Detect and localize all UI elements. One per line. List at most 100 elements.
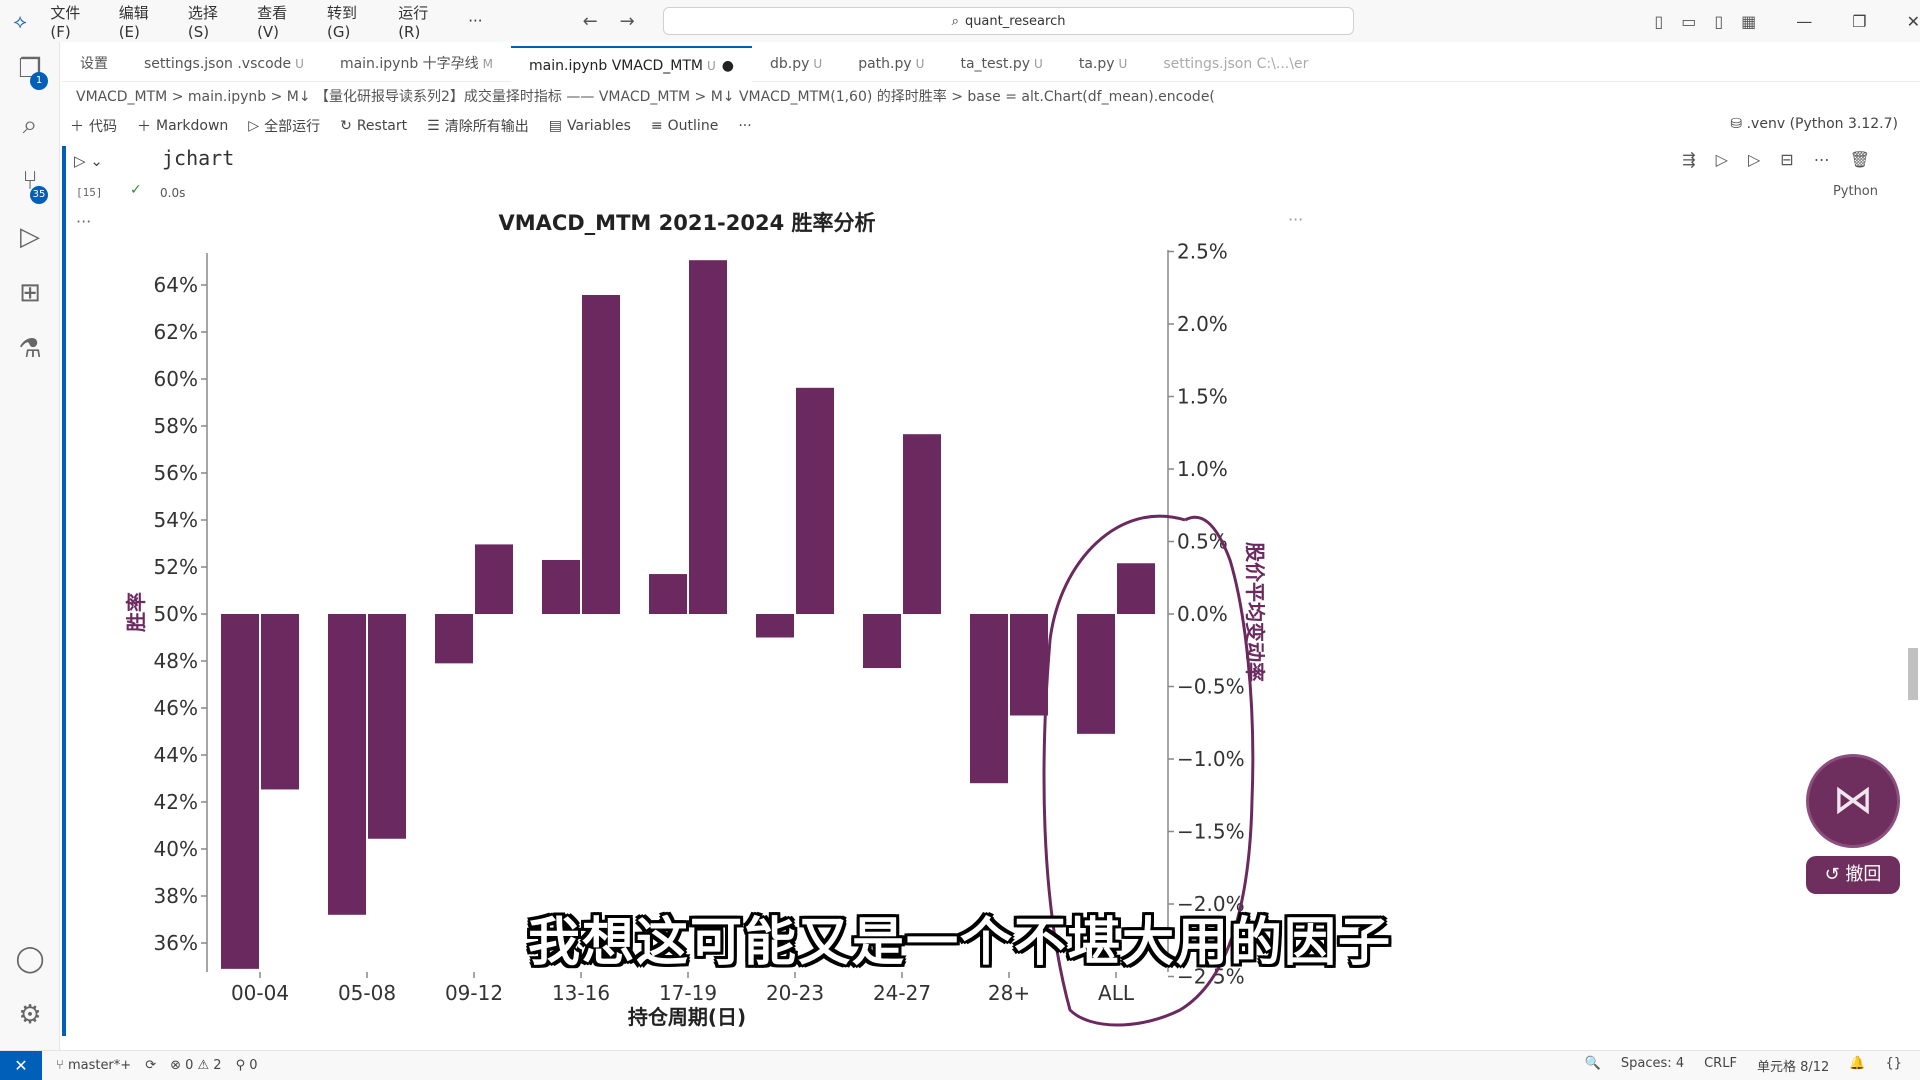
minimize-icon[interactable]: —: [1796, 11, 1813, 31]
breadcrumb[interactable]: VMACD_MTM > main.ipynb > M↓ 【量化研报导读系列2】成…: [76, 89, 1215, 105]
execute-above-icon[interactable]: ▷: [1715, 150, 1728, 169]
restore-icon[interactable]: ❐: [1852, 11, 1867, 31]
execute-below-icon[interactable]: ▷: [1747, 150, 1761, 169]
tab-label: path.py: [858, 55, 912, 72]
notifications-bell-icon[interactable]: 🔔: [1849, 1056, 1866, 1071]
sync-icon[interactable]: ⟳: [145, 1058, 157, 1073]
undo-button[interactable]: ↺ 撤回: [1806, 856, 1900, 894]
cell-more-icon[interactable]: ⋯: [1813, 150, 1830, 169]
tab-status: U: [1118, 56, 1128, 71]
menu-edit[interactable]: 编辑(E): [118, 3, 149, 41]
variables-button[interactable]: ▤ Variables: [549, 118, 631, 134]
cell-language[interactable]: Python: [1832, 184, 1878, 199]
account-icon[interactable]: ◯: [15, 944, 45, 974]
customize-layout-icon[interactable]: ▦: [1741, 11, 1757, 31]
left-tick-label: 58%: [154, 414, 198, 438]
x-tick-label: 00-04: [231, 981, 289, 1005]
clear-label: 清除所有输出: [444, 119, 529, 135]
kernel-picker[interactable]: ⛁ .venv (Python 3.12.7): [1730, 116, 1898, 132]
right-tick-label: −1.5%: [1177, 820, 1245, 844]
remote-indicator-icon[interactable]: ✕: [0, 1050, 42, 1080]
left-tick-label: 38%: [154, 884, 198, 908]
win-rate-bar: [1077, 614, 1115, 734]
extensions-icon[interactable]: ⊞: [19, 278, 41, 308]
execution-time: 0.0s: [160, 186, 186, 200]
back-arrow-icon[interactable]: ←: [582, 10, 598, 32]
tab-settings[interactable]: 设置: [62, 46, 126, 82]
scrollbar-thumb[interactable]: [1908, 648, 1918, 700]
tab-main-ipynb-cross[interactable]: main.ipynb 十字孕线 M: [322, 46, 511, 82]
win-rate-bar: [221, 614, 259, 969]
price-change-bar: [1117, 563, 1155, 614]
branch-indicator[interactable]: ⑂ master*+: [56, 1058, 131, 1073]
cell-position-indicator[interactable]: 单元格 8/12: [1756, 1060, 1830, 1075]
outline-icon: ≡: [650, 118, 663, 134]
cell-source[interactable]: jchart: [162, 146, 235, 170]
search-sidebar-icon[interactable]: ⌕: [22, 110, 38, 140]
menu-more[interactable]: ···: [468, 12, 483, 30]
ports-count: 0: [249, 1058, 258, 1073]
output-more-button[interactable]: ···: [76, 212, 92, 231]
screen-record-stop-icon[interactable]: ⋈: [1806, 754, 1900, 848]
split-cell-icon[interactable]: ⊟: [1780, 150, 1794, 169]
close-icon[interactable]: ✕: [1906, 11, 1920, 31]
toggle-sidebar-icon[interactable]: ▯: [1654, 11, 1664, 31]
tab-settings-json-user[interactable]: settings.json C:\...\er: [1145, 46, 1326, 82]
clear-outputs-button[interactable]: ☰ 清除所有输出: [427, 116, 529, 136]
menu-view[interactable]: 查看(V): [257, 3, 288, 41]
forward-arrow-icon[interactable]: →: [619, 10, 635, 32]
price-change-bar: [689, 260, 727, 614]
tab-status: U: [1034, 56, 1043, 71]
menu-selection[interactable]: 选择(S): [187, 3, 218, 41]
tab-status: U: [706, 58, 716, 73]
price-change-bar: [261, 614, 299, 790]
problems-indicator[interactable]: ⊗ 0 ⚠ 2: [170, 1058, 222, 1073]
tab-label: settings.json C:\...\er: [1163, 55, 1309, 72]
braces-icon[interactable]: {}: [1885, 1056, 1902, 1071]
zoom-icon[interactable]: 🔍: [1584, 1056, 1601, 1071]
add-markdown-cell-button[interactable]: ＋ Markdown: [137, 116, 228, 136]
run-cell-button[interactable]: ▷ ⌄: [74, 152, 103, 170]
win-rate-bar: [328, 614, 366, 915]
win-rate-bar: [756, 614, 794, 638]
win-rate-bar: [435, 614, 473, 664]
eol-indicator[interactable]: CRLF: [1704, 1056, 1737, 1071]
toggle-secondary-sidebar-icon[interactable]: ▯: [1714, 11, 1724, 31]
search-label: quant_research: [964, 13, 1066, 29]
unsaved-dot-icon[interactable]: ●: [721, 57, 734, 74]
settings-gear-icon[interactable]: ⚙: [18, 1000, 42, 1030]
toolbar-more-button[interactable]: ···: [738, 118, 752, 134]
command-center-search[interactable]: ⌕ quant_research: [662, 7, 1355, 35]
restart-button[interactable]: ↻ Restart: [340, 118, 407, 134]
delete-cell-icon[interactable]: 🗑: [1849, 150, 1870, 169]
tab-ta-py[interactable]: ta.py U: [1061, 46, 1146, 82]
tab-path-py[interactable]: path.py U: [840, 46, 942, 82]
menu-go[interactable]: 转到(G): [326, 3, 357, 41]
variables-icon: ▤: [548, 118, 562, 134]
tab-settings-json[interactable]: settings.json .vscode U: [126, 46, 322, 82]
x-tick-label: 17-19: [659, 981, 717, 1005]
menu-run[interactable]: 运行(R): [398, 3, 429, 41]
tab-db-py[interactable]: db.py U: [752, 46, 840, 82]
outline-label: Outline: [667, 118, 719, 134]
undo-icon: ↺: [1824, 864, 1846, 885]
tab-main-ipynb-vmacd[interactable]: main.ipynb VMACD_MTM U ●: [511, 45, 752, 82]
outline-button[interactable]: ≡ Outline: [651, 118, 718, 134]
menu-file[interactable]: 文件(F): [50, 3, 81, 41]
toggle-panel-icon[interactable]: ▭: [1681, 11, 1697, 31]
chart-actions-button[interactable]: ···: [1288, 210, 1304, 229]
tab-ta-test-py[interactable]: ta_test.py U: [942, 46, 1060, 82]
run-all-button[interactable]: ▷ 全部运行: [248, 116, 320, 136]
indent-indicator[interactable]: Spaces: 4: [1620, 1056, 1685, 1071]
right-tick-label: 2.0%: [1177, 312, 1228, 336]
add-code-cell-button[interactable]: ＋ 代码: [70, 116, 117, 136]
win-rate-bar: [970, 614, 1008, 784]
cell-toolbar: ⇶ ▷ ▷ ⊟ ⋯ 🗑: [1682, 150, 1870, 169]
clear-icon: ☰: [427, 118, 440, 134]
ports-indicator[interactable]: ⚲ 0: [236, 1058, 258, 1073]
left-tick-label: 54%: [154, 508, 198, 532]
testing-flask-icon[interactable]: ⚗: [18, 334, 42, 364]
run-by-line-icon[interactable]: ⇶: [1682, 150, 1696, 169]
run-debug-icon[interactable]: ▷: [20, 222, 40, 252]
